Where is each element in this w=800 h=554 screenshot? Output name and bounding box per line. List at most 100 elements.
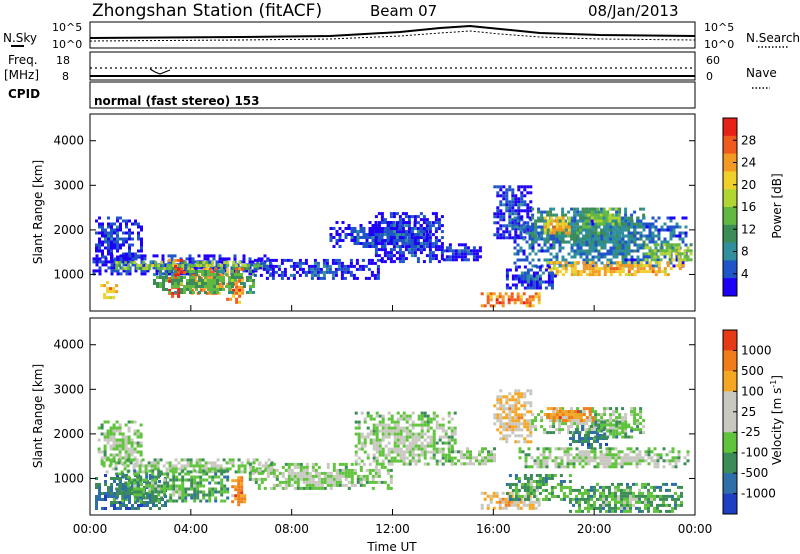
heatmap-cell (331, 270, 335, 274)
heatmap-cell (374, 215, 378, 219)
heatmap-cell (116, 492, 119, 495)
heatmap-cell (647, 246, 651, 250)
heatmap-cell (639, 207, 643, 211)
heatmap-cell (520, 197, 524, 201)
heatmap-cell (428, 239, 432, 243)
heatmap-cell (510, 500, 514, 504)
heatmap-cell (193, 499, 197, 503)
heatmap-cell (582, 261, 586, 265)
heatmap-cell (218, 260, 222, 264)
heatmap-cell (511, 422, 515, 426)
heatmap-cell (365, 468, 369, 472)
heatmap-cell (529, 404, 533, 408)
heatmap-cell (374, 468, 378, 472)
heatmap-cell (204, 464, 208, 468)
heatmap-cell (573, 210, 577, 214)
heatmap-cell (252, 461, 256, 465)
heatmap-cell (355, 261, 359, 265)
heatmap-cell (528, 503, 532, 507)
heatmap-cell (122, 240, 125, 244)
heatmap-cell (624, 222, 628, 226)
heatmap-cell (124, 444, 128, 448)
heatmap-cell (440, 224, 444, 228)
heatmap-cell (567, 425, 571, 429)
heatmap-cell (575, 447, 579, 451)
heatmap-cell (110, 228, 113, 232)
heatmap-cell (115, 426, 119, 430)
heatmap-cell (118, 423, 122, 427)
heatmap-cell (110, 249, 113, 253)
heatmap-cell (647, 462, 651, 466)
heatmap-cell (573, 237, 577, 241)
heatmap-cell (198, 279, 201, 282)
heatmap-cell (326, 483, 330, 487)
heatmap-cell (390, 417, 394, 421)
heatmap-cell (231, 270, 234, 273)
heatmap-cell (599, 450, 603, 454)
heatmap-cell (609, 249, 613, 253)
heatmap-cell (502, 191, 506, 195)
heatmap-cell (302, 477, 306, 481)
heatmap-cell (383, 245, 387, 248)
heatmap-cell (460, 258, 464, 262)
heatmap-cell (681, 261, 685, 265)
heatmap-cell (160, 267, 164, 271)
heatmap-cell (359, 236, 363, 239)
heatmap-cell (683, 255, 687, 259)
heatmap-cell (204, 282, 207, 285)
heatmap-cell (329, 239, 333, 242)
heatmap-cell (422, 248, 426, 252)
heatmap-cell (414, 432, 418, 436)
heatmap-cell (260, 477, 264, 481)
heatmap-cell (378, 423, 382, 427)
heatmap-cell (145, 475, 149, 479)
heatmap-cell (107, 495, 110, 498)
heatmap-cell (502, 416, 506, 420)
heatmap-cell (529, 191, 533, 195)
heatmap-cell (570, 270, 574, 274)
heatmap-cell (408, 435, 412, 439)
heatmap-cell (390, 432, 394, 436)
heatmap-cell (573, 431, 577, 435)
heatmap-cell (591, 243, 595, 247)
heatmap-cell (115, 453, 119, 457)
heatmap-cell (609, 413, 613, 417)
heatmap-cell (437, 260, 441, 264)
heatmap-cell (100, 456, 104, 460)
heatmap-cell (567, 216, 571, 220)
heatmap-cell (578, 459, 582, 463)
heatmap-cell (614, 462, 618, 466)
heatmap-cell (513, 252, 517, 256)
heatmap-cell (531, 304, 535, 308)
heatmap-cell (552, 267, 556, 271)
heatmap-cell (208, 469, 212, 473)
heatmap-cell (359, 227, 363, 230)
heatmap-cell (201, 458, 205, 462)
heatmap-cell (237, 273, 240, 276)
heatmap-cell (118, 456, 122, 460)
heatmap-cell (555, 428, 559, 432)
heatmap-cell (302, 468, 306, 472)
heatmap-cell (354, 462, 358, 466)
heatmap-cell (579, 231, 583, 235)
heatmap-cell (193, 469, 197, 473)
heatmap-cell (217, 469, 221, 473)
heatmap-cell (511, 395, 515, 399)
heatmap-cell (434, 218, 438, 222)
heatmap-cell (426, 444, 430, 448)
heatmap-cell (106, 441, 110, 445)
nsky-label: N.Sky (3, 31, 37, 45)
heatmap-cell (104, 260, 108, 264)
heatmap-cell (204, 470, 208, 474)
heatmap-cell (591, 410, 595, 414)
heatmap-cell (177, 258, 181, 262)
heatmap-cell (110, 234, 113, 238)
heatmap-cell (431, 221, 435, 225)
heatmap-cell (511, 227, 515, 231)
heatmap-cell (617, 450, 621, 454)
heatmap-cell (558, 225, 562, 229)
heatmap-cell (680, 252, 684, 256)
heatmap-cell (621, 252, 625, 256)
heatmap-cell (451, 255, 455, 259)
heatmap-cell (344, 462, 348, 466)
